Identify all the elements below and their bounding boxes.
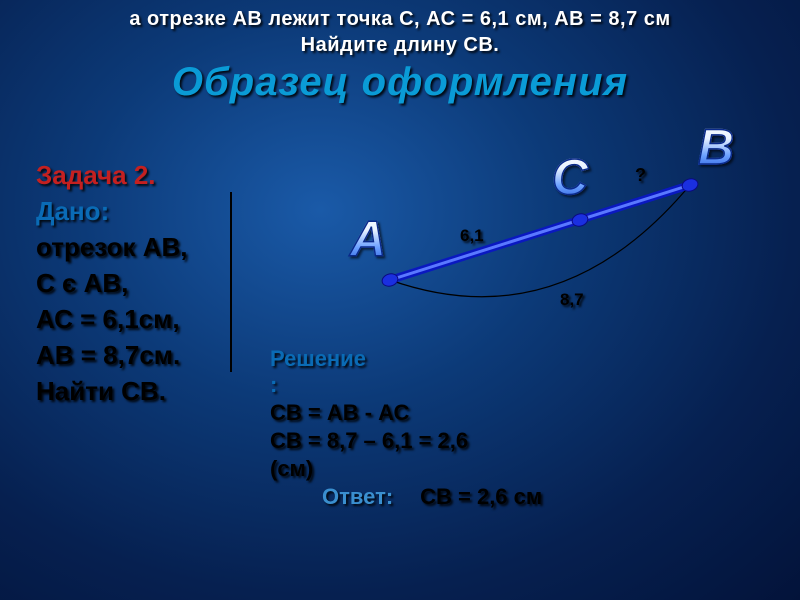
point-label-c: С (552, 148, 588, 206)
problem-text-line2: Найдите длину СВ. (301, 34, 500, 57)
segment-ab-highlight (390, 185, 690, 280)
solution-line-3: (см) (270, 456, 313, 482)
given-line-5: Найти СВ. (36, 376, 166, 407)
page-title: Образец оформления (172, 60, 628, 105)
answer-label: Ответ: (322, 484, 393, 510)
solution-label-colon: : (270, 372, 277, 398)
solution-line-2: СВ = 8,7 – 6,1 = 2,6 (270, 428, 468, 454)
given-label: Дано: (36, 196, 109, 227)
geometry-diagram (340, 150, 760, 350)
given-line-2: С є АВ, (36, 268, 128, 299)
given-line-1: отрезок АВ, (36, 232, 187, 263)
separator-line (230, 192, 232, 372)
length-ab-label: 8,7 (560, 290, 584, 310)
task-number-label: Задача 2. (36, 160, 156, 191)
point-label-a: А (350, 210, 386, 268)
given-line-4: АВ = 8,7см. (36, 340, 180, 371)
given-line-3: АС = 6,1см, (36, 304, 180, 335)
solution-line-1: СВ = АВ - АС (270, 400, 409, 426)
length-ac-label: 6,1 (460, 226, 484, 246)
problem-text-line1: а отрезке АВ лежит точка С, АС = 6,1 см,… (129, 8, 670, 31)
solution-label: Решение (270, 346, 366, 372)
point-label-b: В (698, 118, 734, 176)
length-cb-question: ? (635, 165, 646, 186)
answer-value: СВ = 2,6 см (414, 484, 542, 510)
slide-root: а отрезке АВ лежит точка С, АС = 6,1 см,… (0, 0, 800, 600)
